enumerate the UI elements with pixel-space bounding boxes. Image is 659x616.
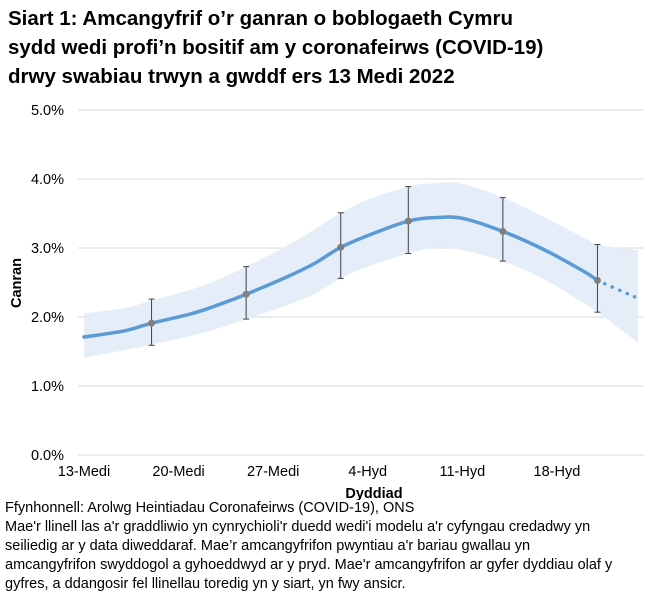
y-tick-label: 1.0% [31, 379, 64, 395]
chart-notes: Ffynhonnell: Arolwg Heintiadau Coronafei… [5, 499, 659, 594]
y-tick-label: 5.0% [31, 103, 64, 119]
y-tick-label: 2.0% [31, 310, 64, 326]
x-tick-label: 27-Medi [247, 464, 299, 480]
estimate-point [593, 276, 601, 284]
estimate-point [404, 217, 412, 225]
x-tick-label: 11-Hyd [440, 464, 486, 480]
y-axis-title: Canran [9, 258, 25, 308]
title-line: Siart 1: Amcangyfrif o’r ganran o boblog… [8, 7, 513, 30]
y-tick-label: 3.0% [31, 241, 64, 257]
source-text: Ffynhonnell: Arolwg Heintiadau Coronafei… [5, 500, 415, 516]
x-tick-label: 20-Medi [152, 464, 204, 480]
modelled-trend-dotted-line [595, 278, 640, 301]
estimate-point [148, 319, 156, 327]
estimate-point [242, 290, 250, 298]
title-line: drwy swabiau trwyn a gwddf ers 13 Medi 2… [8, 65, 455, 88]
chart-title: Siart 1: Amcangyfrif o’r ganran o boblog… [8, 4, 658, 91]
x-tick-label: 18-Hyd [534, 464, 581, 480]
title-line: sydd wedi profi’n bositif am y coronafei… [8, 36, 544, 59]
note-line: Mae'r llinell las a'r graddliwio yn cynr… [5, 519, 591, 535]
credible-interval-band [84, 182, 638, 358]
note-line: gyfres, a ddangosir fel llinellau toredi… [5, 576, 406, 592]
estimate-point [499, 227, 507, 235]
x-axis-title: Dyddiad [345, 486, 402, 500]
y-tick-label: 4.0% [31, 172, 64, 188]
estimate-point [337, 243, 345, 251]
note-line: amcangyfrifon swyddogol a gyhoeddwyd ar … [5, 557, 613, 573]
x-tick-label: 13-Medi [58, 464, 110, 480]
chart: 0.0% 1.0% 2.0% 3.0% 4.0% 5.0% 13-Medi 20-Medi 27… [9, 103, 644, 500]
y-tick-label: 0.0% [31, 448, 64, 464]
x-tick-label: 4-Hyd [348, 464, 387, 480]
note-line: seiliedig ar y data diweddaraf. Mae’r am… [5, 538, 531, 554]
